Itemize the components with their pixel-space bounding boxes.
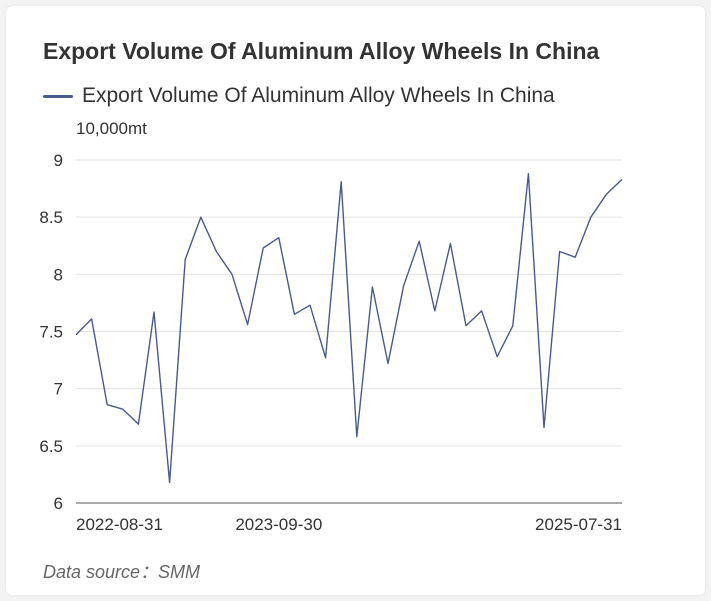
x-tick-label: 2025-07-31 — [535, 515, 622, 534]
x-tick-label: 2022-08-31 — [76, 515, 163, 534]
legend[interactable]: Export Volume Of Aluminum Alloy Wheels I… — [43, 84, 555, 108]
y-tick-label: 8.5 — [39, 208, 63, 227]
data-source: Data source：SMM — [43, 562, 201, 582]
y-tick-label: 7.5 — [39, 323, 63, 342]
legend-label: Export Volume Of Aluminum Alloy Wheels I… — [82, 84, 555, 107]
x-tick-label: 2023-09-30 — [235, 515, 322, 534]
chart-title: Export Volume Of Aluminum Alloy Wheels I… — [43, 38, 600, 64]
y-tick-label: 6 — [54, 494, 63, 513]
y-tick-label: 7 — [54, 380, 63, 399]
series-line — [75, 172, 623, 484]
chart-card — [6, 6, 705, 595]
y-tick-label: 9 — [54, 151, 63, 170]
y-tick-label: 6.5 — [39, 437, 63, 456]
y-tick-label: 8 — [54, 265, 63, 284]
legend-swatch — [43, 94, 73, 98]
y-axis-unit: 10,000mt — [76, 119, 147, 138]
